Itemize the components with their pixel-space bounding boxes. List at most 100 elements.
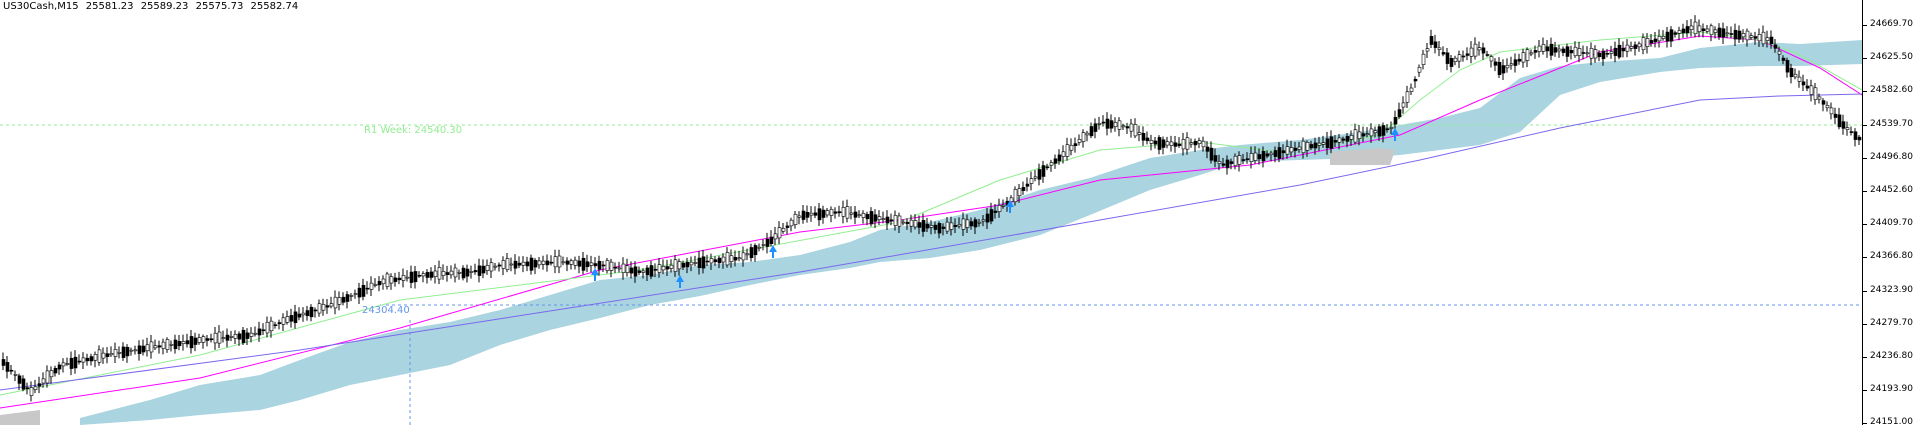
candle-body [1801, 81, 1806, 86]
candle-body [1201, 140, 1206, 148]
candle-body [741, 252, 746, 261]
candle-body [1357, 131, 1362, 139]
candle-body [845, 206, 850, 219]
ichimoku-cloud-bearish [0, 410, 40, 425]
candle-body [121, 346, 126, 358]
candle-body [1629, 46, 1634, 49]
candle-body [1245, 158, 1250, 161]
candle-body [1789, 67, 1794, 78]
ichimoku-cloud [80, 40, 1862, 425]
candle-body [141, 345, 146, 353]
candle-body [325, 305, 330, 308]
candle-body [1369, 128, 1374, 137]
candle-body [265, 321, 270, 334]
candle-body [725, 252, 730, 266]
candle-body [565, 260, 570, 265]
candle-body [909, 219, 914, 227]
candle-body [241, 329, 246, 344]
candle-body [1577, 48, 1582, 56]
candle-body [85, 357, 90, 362]
candle-body [653, 268, 658, 271]
candle-body [941, 226, 946, 229]
candle-body [181, 341, 186, 344]
candle-body [953, 225, 958, 227]
close-price: 25582.74 [250, 1, 299, 12]
candle-body [1853, 131, 1858, 140]
candle-body [333, 296, 338, 309]
price-tick-mark [1863, 357, 1867, 358]
candle-body [1797, 76, 1802, 82]
candle-body [161, 341, 166, 349]
price-axis[interactable]: 24669.70 24625.50 24582.60 24539.70 24496.80… [1862, 0, 1913, 427]
candle-body [1441, 52, 1446, 55]
candle-body [609, 261, 614, 271]
candle-body [1389, 127, 1394, 129]
candle-body [989, 209, 994, 222]
candle-body [733, 257, 738, 261]
buy-signal-arrow [1006, 200, 1014, 213]
candle-body [1129, 123, 1134, 132]
candle-body [373, 284, 378, 286]
candle-body [1133, 124, 1138, 137]
candle-body [1221, 163, 1226, 166]
candle-body [61, 362, 66, 367]
price-tick-label: 24279.70 [1870, 317, 1913, 328]
candle-body [525, 261, 530, 267]
chart-canvas[interactable] [0, 0, 1863, 425]
candle-body [1313, 142, 1318, 149]
candle-body [1381, 125, 1386, 136]
candle-body [533, 259, 538, 268]
candle-body [481, 265, 486, 274]
candle-body [65, 363, 70, 365]
ichimoku-cloud-bearish [1330, 148, 1395, 165]
candle-body [113, 349, 118, 357]
candle-body [1849, 131, 1854, 133]
candle-body [69, 357, 74, 369]
candle-body [1085, 132, 1090, 136]
candle-body [1537, 45, 1542, 52]
candle-body [869, 211, 874, 225]
candle-body [1617, 44, 1622, 58]
candle-body [1833, 113, 1838, 118]
candle-body [477, 265, 482, 276]
candle-body [1117, 120, 1122, 130]
candle-body [1701, 28, 1706, 32]
candle-body [81, 357, 86, 363]
candle-body [1841, 121, 1846, 129]
candle-body [117, 352, 122, 354]
candle-body [1613, 47, 1618, 56]
candle-body [1837, 114, 1842, 128]
candle-body [361, 285, 366, 297]
buy-signal-arrow [676, 275, 684, 288]
price-tick-mark [1863, 224, 1867, 226]
candle-body [797, 215, 802, 218]
price-tick-label: 24193.90 [1870, 384, 1913, 395]
candle-body [749, 247, 754, 258]
candle-body [1477, 47, 1482, 51]
candle-body [393, 277, 398, 282]
candle-body [1169, 141, 1174, 146]
candle-body [1065, 144, 1070, 157]
candle-body [173, 339, 178, 350]
candle-body [1189, 142, 1194, 145]
candle-body [737, 257, 742, 260]
candle-body [437, 267, 442, 280]
candle-body [729, 255, 734, 262]
candle-body [1549, 43, 1554, 56]
candle-body [169, 344, 174, 346]
candle-body [1329, 136, 1334, 149]
candle-body [881, 218, 886, 220]
buy-signal-arrow [1391, 128, 1399, 141]
candle-body [1209, 147, 1214, 161]
price-tick-mark [1863, 124, 1867, 126]
price-tick-mark [1863, 58, 1867, 60]
price-chart-area[interactable]: R1 Week: 24540.30 24304.40 [0, 0, 1863, 425]
candle-body [1217, 161, 1222, 165]
candle-body [1397, 109, 1402, 118]
candle-body [225, 334, 230, 341]
price-tick-label: 24669.70 [1870, 19, 1913, 29]
candle-body [1809, 85, 1814, 95]
candle-body [285, 316, 290, 323]
candle-body [1301, 140, 1306, 154]
